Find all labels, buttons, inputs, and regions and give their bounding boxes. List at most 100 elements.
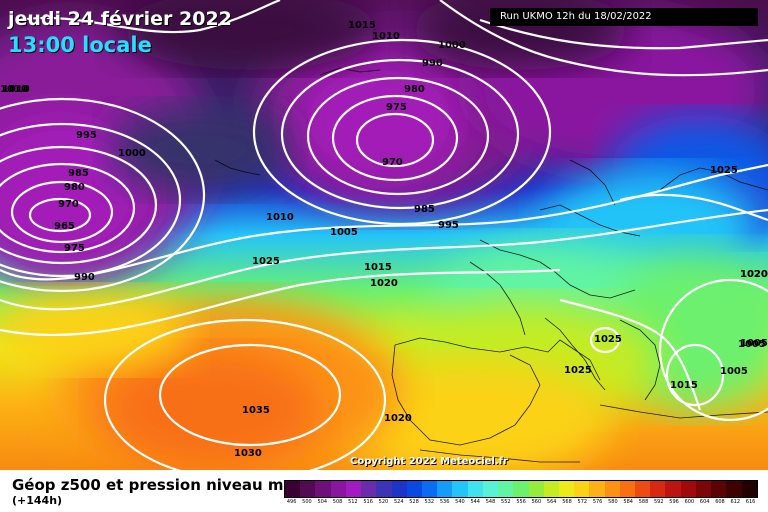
isobar-label: 1025 xyxy=(594,334,622,345)
isobar-label: 1015 xyxy=(348,20,376,31)
legend-tick-label: 544 xyxy=(470,499,480,505)
legend-swatch xyxy=(300,481,316,497)
forecast-time: 13:00 locale xyxy=(8,33,152,57)
legend-swatch xyxy=(330,481,346,497)
isobar-label: 1020 xyxy=(740,269,768,280)
legend-tick-label: 516 xyxy=(363,499,373,505)
legend-swatch xyxy=(574,481,590,497)
legend-tick-label: 512 xyxy=(348,499,358,505)
legend-tick-label: 588 xyxy=(638,499,649,505)
isobar-label: 980 xyxy=(404,84,425,95)
isobar-label: 975 xyxy=(386,102,407,113)
weather-map: 1015 1010 1000 990 980 975 970 985 995 1… xyxy=(0,0,768,470)
legend-tick-label: 576 xyxy=(592,499,603,505)
isobar-label: 1005 xyxy=(720,366,748,377)
isobar-label: 990 xyxy=(422,58,443,69)
isobar-label: 1005 xyxy=(330,227,358,238)
isobar-labels: 1015 1010 1000 990 980 975 970 985 995 1… xyxy=(0,20,768,459)
legend-tick-label: 568 xyxy=(562,499,572,505)
isobar-label: 970 xyxy=(58,199,79,210)
isobar-label: 1015 xyxy=(364,262,392,273)
legend-swatch xyxy=(452,481,468,497)
legend-swatch xyxy=(361,481,377,497)
legend-tick-label: 508 xyxy=(332,499,343,505)
isobar-label: 985 xyxy=(414,204,435,215)
isobar-label: 1010 xyxy=(266,212,294,223)
legend-swatch xyxy=(513,481,529,497)
isobar-label: 1020 xyxy=(384,413,412,424)
legend-tick-label: 532 xyxy=(424,499,435,505)
isobar-label: 975 xyxy=(64,243,85,254)
legend-swatch xyxy=(711,481,727,497)
legend-tick-label: 600 xyxy=(684,499,695,505)
isobar-label: 1025 xyxy=(252,256,280,267)
legend-tick-label: 592 xyxy=(654,499,664,505)
legend-tick-label: 540 xyxy=(455,499,465,505)
isobar-label: 1025 xyxy=(710,165,738,176)
legend-swatch xyxy=(498,481,514,497)
legend-swatch xyxy=(543,481,559,497)
isobar-label: 990 xyxy=(74,272,95,283)
legend-tick-label: 612 xyxy=(730,499,741,505)
footer: Géop z500 et pression niveau mer (+144h)… xyxy=(0,470,768,512)
legend-swatch xyxy=(665,481,681,497)
legend-tick-label: 536 xyxy=(439,499,450,505)
legend-swatch xyxy=(421,481,438,497)
legend-swatch xyxy=(650,481,666,497)
legend-tick-label: 548 xyxy=(485,499,496,505)
copyright: Copyright 2022 Meteociel.fr xyxy=(350,456,508,467)
isobar-label: 1000 xyxy=(438,40,466,51)
legend-swatch xyxy=(635,481,651,497)
isobars xyxy=(0,0,768,470)
isobar-label: 1030 xyxy=(234,448,262,459)
forecast-date: jeudi 24 février 2022 xyxy=(8,8,232,30)
legend-swatches xyxy=(284,480,758,498)
legend-tick-label: 524 xyxy=(393,499,404,505)
legend-swatch xyxy=(726,481,742,497)
legend-swatch xyxy=(482,481,499,497)
isobar-label: 1010 xyxy=(372,31,400,42)
isobar-label: 985 xyxy=(68,168,89,179)
legend-tick-label: 556 xyxy=(516,499,526,505)
legend-tick-label: 608 xyxy=(715,499,725,505)
legend-tick-label: 560 xyxy=(531,499,542,505)
legend-swatch xyxy=(741,481,757,497)
isobar-label: 995 xyxy=(438,220,459,231)
legend-swatch xyxy=(467,481,483,497)
legend-swatch xyxy=(437,481,453,497)
legend-swatch xyxy=(285,481,301,497)
color-legend: 496 500 504 508 512 516 520 524 528 532 536 540 544 5… xyxy=(284,480,758,510)
legend-swatch xyxy=(391,481,407,497)
isobar-label: 1020 xyxy=(370,278,398,289)
legend-tick-label: 552 xyxy=(501,499,511,505)
isobar-label: 1010 xyxy=(0,84,28,95)
legend-tick-label: 528 xyxy=(409,499,419,505)
legend-swatch xyxy=(345,481,362,497)
forecast-offset: (+144h) xyxy=(12,494,63,507)
legend-swatch xyxy=(558,481,575,497)
isobar-label: 1035 xyxy=(242,405,270,416)
legend-tick-label: 564 xyxy=(546,499,557,505)
legend-swatch xyxy=(376,481,392,497)
isobar-label: 1010 xyxy=(2,84,30,95)
legend-tick-label: 596 xyxy=(669,499,679,505)
legend-swatch xyxy=(406,481,422,497)
map-title: Géop z500 et pression niveau mer xyxy=(12,476,302,494)
legend-ticks: 496 500 504 508 512 516 520 524 528 532 536 540 544 5… xyxy=(284,499,758,505)
legend-tick-label: 500 xyxy=(302,499,312,505)
legend-swatch xyxy=(619,481,636,497)
legend-tick-label: 616 xyxy=(745,499,756,505)
legend-tick-label: 520 xyxy=(378,499,389,505)
run-info: Run UKMO 12h du 18/02/2022 xyxy=(490,8,758,26)
isobar-label: 1000 xyxy=(118,148,146,159)
legend-swatch xyxy=(680,481,696,497)
legend-tick-label: 572 xyxy=(577,499,588,505)
isobar-label: 980 xyxy=(64,182,85,193)
coastlines xyxy=(214,67,768,463)
legend-swatch xyxy=(528,481,544,497)
isobar-label: 970 xyxy=(382,157,403,168)
legend-tick-label: 496 xyxy=(286,499,297,505)
legend-tick-label: 580 xyxy=(608,499,618,505)
legend-swatch xyxy=(695,481,712,497)
isobar-label: 965 xyxy=(54,221,75,232)
